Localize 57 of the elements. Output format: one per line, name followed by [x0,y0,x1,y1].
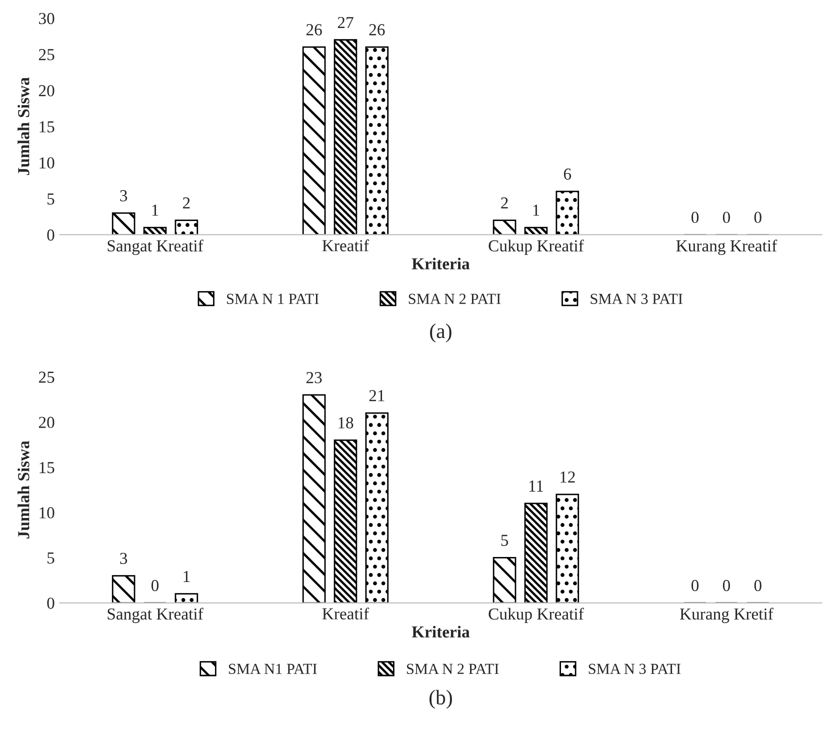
data-label: 1 [533,204,540,216]
y-tick-label: 20 [38,416,54,428]
y-tick-label: 30 [39,12,54,24]
x-tick-label: Cukup Kreatif [488,240,584,255]
text: (a) [430,324,452,342]
data-label: 0 [691,212,699,224]
x-axis-title: Kriteria [412,258,470,270]
data-label: 12 [560,471,575,483]
legend-label: SMA N 2 PATI [406,664,499,674]
legend-label: SMA N1 PATI [228,664,317,674]
x-tick-label: Sangat Kreatif [108,240,204,255]
y-tick-label: 20 [38,85,54,96]
legend-label: SMA N 3 PATI [590,294,682,304]
data-label: 18 [338,417,354,428]
data-label: 1 [152,204,158,216]
data-label: 3 [120,552,128,564]
data-label: 0 [754,580,762,592]
x-axis-title: Kriteria [412,626,470,638]
y-tick-label: 0 [47,598,54,609]
y-tick-label: 5 [48,194,54,205]
data-label: 23 [306,372,322,384]
x-tick-label: Kreatif [322,608,370,620]
data-label: 0 [754,212,762,224]
data-label: 0 [151,580,159,592]
legend-label: SMA N 1 PATI [227,294,319,304]
x-tick-label: Kurang Kretif [680,608,774,624]
x-tick-label: Kurang Kreatif [676,240,778,255]
data-label: 0 [722,580,730,592]
data-label: 3 [120,190,128,202]
y-tick-label: 15 [40,462,54,474]
y-tick-label: 0 [47,229,54,241]
y-axis-title: Jumlah Siswa [18,77,30,176]
y-tick-label: 10 [40,507,54,518]
y-axis-title: Jumlah Siswa [18,440,30,538]
data-label: 5 [501,534,508,546]
data-label: 26 [306,24,322,36]
data-label: 2 [183,197,190,208]
y-tick-label: 10 [40,157,54,169]
y-tick-label: 15 [40,121,54,132]
data-label: 26 [369,24,385,36]
data-label: 2 [501,197,508,208]
x-tick-label: Sangat Kreatif [108,608,204,624]
x-tick-label: Cukup Kreatif [488,608,584,624]
data-label: 21 [369,390,384,402]
y-tick-label: 25 [38,372,54,383]
legend-label: SMA N 3 PATI [588,664,681,674]
y-tick-label: 5 [48,552,54,564]
x-tick-label: Kreatif [322,239,370,252]
data-label: 27 [338,16,354,28]
text: (b) [430,690,452,709]
y-tick-label: 25 [38,49,54,60]
data-label: 1 [184,570,190,582]
data-label: 11 [529,480,543,492]
data-label: 0 [722,212,730,224]
data-label: 0 [691,580,699,592]
legend-label: SMA N 2 PATI [408,294,501,304]
data-label: 6 [564,168,572,180]
